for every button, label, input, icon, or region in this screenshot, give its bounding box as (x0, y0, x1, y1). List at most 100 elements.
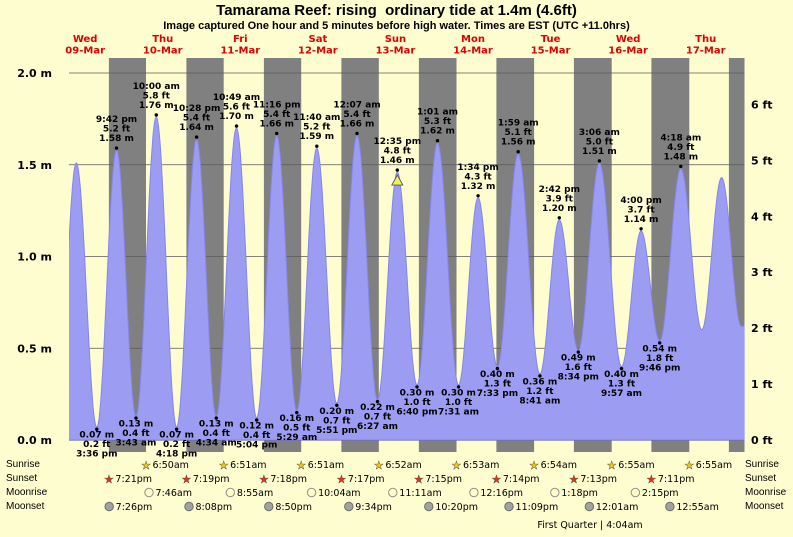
day-date-label: 11-Mar (220, 46, 260, 57)
tide-event-dot (658, 341, 662, 345)
day-date-label: 13-Mar (376, 46, 416, 57)
day-label: Thu (152, 34, 173, 45)
tide-event-dot (295, 410, 299, 415)
y-axis-label-feet: 4 ft (751, 210, 773, 223)
sunset-time: 7:13pm (580, 474, 617, 485)
tide-event-label: 0.54 m (642, 344, 677, 354)
tide-event-label: 0.7 ft (364, 413, 392, 423)
sunrise-time: 6:55am (696, 460, 732, 471)
tide-event-label: 4:18 pm (156, 450, 197, 460)
tide-event-label: 5.4 ft (183, 114, 211, 124)
tide-event-label: 5.0 ft (586, 137, 614, 147)
tide-event-label: 1.0 ft (403, 398, 431, 408)
tide-event-label: 10:00 am (133, 82, 180, 92)
moonrise-time: 11:11am (399, 488, 441, 499)
tide-event-label: 0.7 ft (323, 416, 351, 426)
tide-event-label: 3.7 ft (627, 205, 655, 215)
tide-event-label: 1.2 ft (526, 387, 554, 397)
tide-event-label: 0.13 m (119, 420, 154, 430)
sunset-star-icon: ★ (104, 473, 114, 486)
tide-event-label: 0.2 ft (83, 440, 111, 450)
moonset-moon-icon (184, 501, 194, 512)
y-axis-label-feet: 3 ft (751, 266, 773, 279)
day-date-label: 14-Mar (453, 46, 493, 57)
moonset-time: 12:55am (676, 502, 718, 513)
tide-event-label: 1.14 m (624, 215, 659, 225)
tide-event-label: 7:31 am (438, 407, 479, 417)
tide-event-label: 7:33 pm (477, 389, 518, 399)
tide-event-label: 3:36 pm (76, 450, 117, 460)
sunset-time: 7:18pm (270, 474, 307, 485)
tide-event-dot (255, 418, 259, 422)
tide-event-label: 0.49 m (561, 354, 596, 364)
sunrise-time: 6:54am (541, 460, 577, 471)
tide-event-label: 1.20 m (542, 204, 577, 214)
day-label: Thu (695, 34, 716, 45)
day-date-label: 15-Mar (531, 46, 571, 57)
tide-event-label: 1.76 m (139, 101, 174, 111)
moonrise-moon-icon (469, 487, 479, 498)
day-label: Wed (73, 34, 98, 45)
tide-event-label: 1.0 ft (445, 398, 473, 408)
moonset-time: 8:50pm (275, 502, 312, 513)
moonrise-time: 1:18pm (561, 488, 598, 499)
sunrise-star-icon: ★ (529, 459, 539, 472)
sunrise-row-label-left: Sunrise (6, 459, 40, 470)
day-label: Sun (385, 34, 406, 45)
tide-event-label: 1:59 am (498, 119, 539, 129)
tide-event-label: 0.40 m (480, 370, 515, 380)
tide-event-label: 1.66 m (340, 119, 375, 129)
sunrise-time: 6:51am (308, 460, 344, 471)
moon-phase-label: First Quarter | 4:04am (537, 520, 642, 531)
tide-event-label: 0.4 ft (203, 429, 231, 439)
tide-event-dot (335, 403, 339, 407)
moonrise-time: 8:55am (237, 488, 273, 499)
moonset-time: 9:34pm (355, 502, 392, 513)
moonset-time: 11:09pm (516, 502, 559, 513)
moonset-row-label-left: Moonset (6, 501, 45, 512)
tide-event-label: 0.22 m (360, 403, 395, 413)
tide-event-label: 4.9 ft (667, 143, 695, 153)
sunrise-time: 6:51am (230, 460, 266, 471)
day-label: Sat (309, 34, 328, 45)
tide-event-label: 1.8 ft (646, 354, 674, 364)
sunset-star-icon: ★ (646, 473, 656, 486)
tide-event-label: 5.1 ft (505, 128, 533, 138)
y-axis-label-feet: 5 ft (751, 154, 773, 167)
tide-event-label: 5:29 am (276, 433, 317, 443)
tide-event-label: 8:41 am (519, 396, 560, 406)
tide-event-dot (234, 124, 239, 128)
sunrise-star-icon: ★ (141, 459, 151, 472)
day-date-label: 12-Mar (298, 46, 338, 57)
sunrise-time: 6:50am (153, 460, 189, 471)
tide-event-label: 5:04 pm (236, 440, 277, 450)
y-axis-label-feet: 2 ft (751, 322, 773, 335)
tide-event-dot (619, 366, 624, 371)
y-axis-label-metres: 0.5 m (17, 342, 52, 355)
tide-event-dot (315, 144, 319, 148)
tide-event-label: 4:00 pm (620, 196, 661, 206)
moonset-moon-icon (504, 501, 514, 512)
moonrise-time: 2:15pm (642, 488, 679, 499)
tide-event-label: 0.12 m (239, 421, 274, 431)
tide-event-label: 0.4 ft (122, 429, 150, 439)
tide-event-label: 9:46 pm (639, 363, 680, 373)
tide-event-label: 1:01 am (417, 108, 458, 118)
sunset-star-icon: ★ (259, 473, 269, 486)
tide-event-label: 1.59 m (299, 132, 334, 142)
tide-event-dot (134, 416, 138, 420)
tide-event-label: 1.64 m (179, 123, 214, 133)
tide-event-dot (435, 139, 440, 143)
tide-event-dot (275, 131, 279, 136)
tide-event-label: 0.40 m (604, 370, 639, 380)
moonrise-time: 10:04am (318, 488, 360, 499)
tide-event-label: 11:16 pm (253, 100, 301, 110)
sunset-time: 7:14pm (503, 474, 540, 485)
page-subtitle: Image captured One hour and 5 minutes be… (163, 20, 630, 32)
sunrise-star-icon: ★ (374, 459, 384, 472)
tide-event-dot (194, 135, 199, 139)
current-time-marker-icon (391, 174, 404, 186)
sunset-time: 7:17pm (348, 474, 385, 485)
tide-event-label: 0.4 ft (243, 431, 271, 441)
